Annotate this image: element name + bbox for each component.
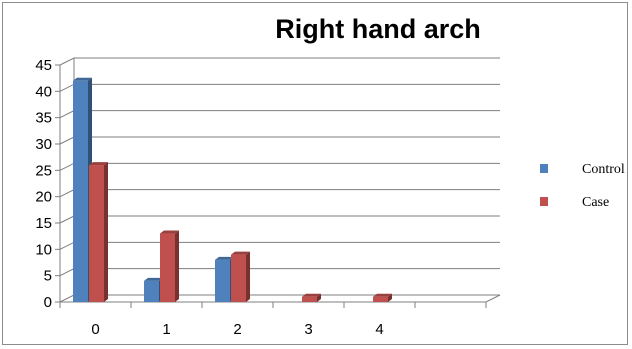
y-tick-label: 5 [44, 268, 52, 285]
y-tick-label: 40 [35, 83, 52, 100]
bar-case-0 [89, 162, 108, 302]
gridline [59, 110, 500, 119]
bar-front [89, 165, 104, 302]
legend-label: Control [582, 162, 625, 177]
y-tick-label: 20 [35, 189, 52, 206]
legend: Control Case [540, 162, 625, 210]
gridline [59, 215, 500, 224]
legend-swatch [540, 164, 548, 173]
bar-side [246, 251, 250, 302]
gridline [59, 268, 500, 277]
bar-top [144, 277, 163, 281]
x-tick-label: 1 [162, 321, 170, 338]
bar-side [388, 293, 392, 302]
gridline [59, 162, 500, 171]
legend-item-control: Control [540, 162, 625, 177]
bar-side [104, 162, 108, 302]
chart-title: Right hand arch [275, 14, 481, 44]
bars [73, 77, 392, 302]
gridline [59, 57, 500, 66]
legend-label: Case [582, 195, 609, 210]
bar-front [144, 280, 159, 302]
bar-case-2 [231, 251, 250, 302]
gridline [59, 136, 500, 145]
bar-case-4 [373, 293, 392, 302]
y-tick-label: 0 [44, 294, 52, 311]
bar-side [317, 293, 321, 302]
gridlines [59, 57, 500, 277]
x-tick-label: 4 [375, 321, 383, 338]
bar-front [215, 259, 230, 302]
bar-top [302, 293, 321, 297]
bar-top [373, 293, 392, 297]
bar-top [160, 230, 179, 234]
y-axis: 0 5 10 15 20 25 30 35 40 45 [35, 57, 60, 311]
legend-swatch [540, 197, 548, 206]
gridline [59, 241, 500, 250]
x-axis: 0 1 2 3 4 [59, 302, 487, 338]
gridline [59, 83, 500, 92]
x-tick-label: 2 [233, 321, 241, 338]
x-tick-label: 0 [91, 321, 99, 338]
bar-front [231, 254, 246, 302]
x-tick-label: 3 [304, 321, 312, 338]
bar-front [73, 80, 88, 302]
bar-top [89, 162, 108, 166]
y-tick-label: 25 [35, 162, 52, 179]
bar-front [302, 296, 317, 302]
y-tick-label: 10 [35, 241, 52, 258]
y-tick-label: 45 [35, 57, 52, 74]
bar-front [373, 296, 388, 302]
bar-case-1 [160, 230, 179, 302]
gridline [59, 189, 500, 198]
bar-top [215, 256, 234, 260]
chart-floor [59, 294, 501, 303]
bar-top [231, 251, 250, 255]
y-tick-label: 30 [35, 136, 52, 153]
y-tick-label: 35 [35, 110, 52, 127]
chart-walls [59, 58, 501, 303]
bar-side [175, 230, 179, 302]
y-tick-label: 15 [35, 215, 52, 232]
legend-item-case: Case [540, 195, 609, 210]
bar-front [160, 233, 175, 302]
bar-case-3 [302, 293, 321, 302]
bar-top [73, 77, 92, 81]
